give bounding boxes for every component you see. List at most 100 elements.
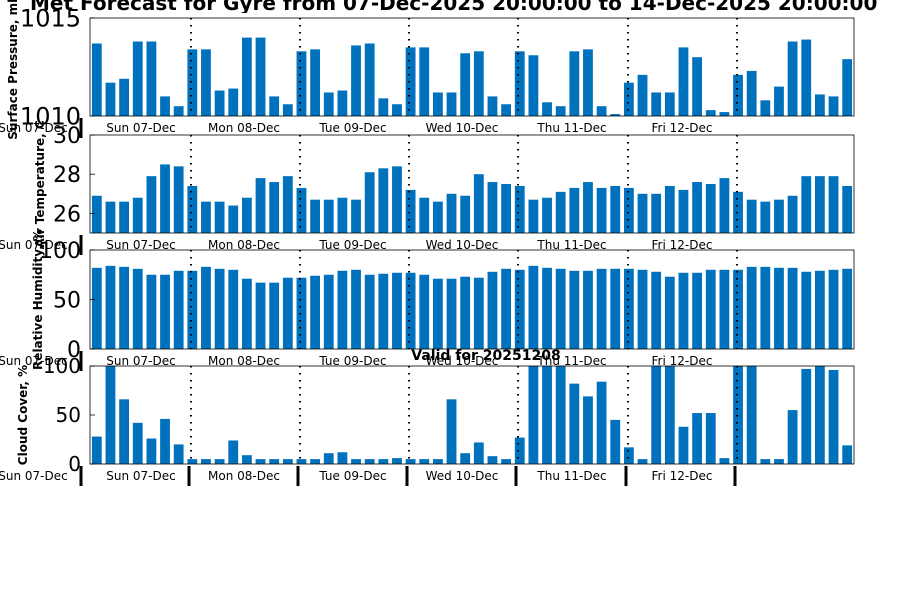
bar-p3-3: [119, 266, 130, 349]
bar-p1-19: [337, 90, 348, 116]
bar-p1-42: [651, 92, 662, 116]
x-day-label-p1-6: Fri 12-Dec: [652, 121, 713, 135]
bar-p4-22: [378, 459, 389, 464]
bar-p2-26: [432, 201, 443, 233]
y-tick-label-p4-2: 50: [56, 403, 81, 427]
bar-p2-48: [733, 191, 743, 233]
bar-p2-12: [241, 197, 252, 233]
y-tick-label-p3-1: 0: [67, 338, 81, 363]
bar-p4-50: [760, 459, 771, 464]
bar-p3-53: [801, 271, 812, 349]
bar-p1-6: [160, 96, 170, 116]
bar-p3-23: [392, 272, 402, 349]
y-tick-label-p2-1: 26: [53, 202, 81, 227]
bar-p3-34: [542, 267, 552, 349]
bar-p4-49: [746, 366, 757, 464]
bar-p3-37: [583, 270, 593, 349]
bar-p2-43: [664, 185, 675, 233]
bar-p2-42: [651, 193, 662, 233]
bar-p2-55: [828, 176, 839, 233]
bar-p3-5: [146, 274, 157, 349]
bar-p2-14: [269, 182, 280, 233]
bar-p3-24: [405, 272, 416, 349]
bar-p3-16: [296, 277, 307, 349]
bar-p1-28: [460, 53, 471, 116]
bar-p3-43: [664, 276, 675, 349]
bar-p3-1: [91, 267, 102, 349]
bar-p1-55: [828, 96, 839, 116]
x-day-label-p4-3: Tue 09-Dec: [318, 469, 386, 483]
bar-p1-5: [146, 41, 157, 116]
bar-p4-55: [828, 369, 839, 464]
x-corner-label-p4: Sun 07-Dec: [0, 469, 68, 483]
bar-p2-38: [596, 187, 607, 233]
bar-p4-43: [664, 366, 675, 464]
bar-p2-56: [842, 185, 853, 233]
bar-p4-7: [173, 444, 184, 464]
bar-p3-18: [323, 274, 334, 349]
bar-p2-5: [146, 176, 157, 233]
bar-p4-1: [91, 436, 102, 464]
bar-p1-41: [637, 74, 648, 116]
bar-p3-21: [364, 274, 375, 349]
bar-p3-50: [760, 266, 771, 349]
bar-p1-32: [514, 51, 525, 116]
x-day-label-p3-2: Mon 08-Dec: [208, 354, 280, 368]
bar-p3-55: [828, 269, 839, 349]
bar-p1-46: [705, 110, 716, 116]
bar-p1-40: [623, 82, 634, 116]
x-corner-label-p1: Sun 07-Dec: [0, 121, 68, 135]
bar-p3-42: [651, 271, 662, 349]
bar-p1-10: [214, 90, 225, 116]
bar-p1-50: [760, 100, 771, 116]
bar-p3-41: [637, 269, 648, 349]
y-axis-label-p1: Surface Pressure, mb: [6, 0, 20, 140]
bar-p2-49: [746, 199, 757, 233]
y-tick-label-p1-1: 1010: [20, 103, 81, 131]
y-tick-label-p3-2: 50: [53, 288, 81, 313]
y-tick-label-p1-2: 1015: [20, 5, 81, 33]
bar-p2-54: [814, 176, 825, 233]
bar-p1-35: [555, 106, 566, 116]
bar-p2-52: [787, 195, 798, 233]
bar-p2-2: [105, 201, 116, 233]
y-tick-label-p4-3: 100: [43, 354, 81, 378]
bar-p1-24: [405, 47, 416, 116]
bar-p2-44: [678, 189, 689, 233]
bar-p3-17: [310, 275, 321, 349]
bar-p4-36: [569, 383, 580, 464]
bar-p3-9: [201, 266, 211, 349]
bar-p2-18: [323, 199, 334, 233]
x-day-label-p2-4: Wed 10-Dec: [426, 238, 499, 252]
bar-p2-13: [255, 178, 266, 233]
bar-p3-48: [733, 269, 743, 349]
bar-p4-16: [296, 459, 307, 464]
bar-p2-22: [378, 168, 389, 233]
bar-p3-20: [351, 269, 361, 349]
bar-p2-40: [623, 187, 634, 233]
bar-p4-15: [282, 459, 293, 464]
y-tick-label-p2-2: 28: [53, 163, 81, 188]
bar-p3-40: [623, 268, 634, 349]
bar-p1-20: [351, 45, 361, 116]
x-day-label-p4-1: Sun 07-Dec: [106, 469, 175, 483]
bar-p3-13: [255, 282, 266, 349]
bar-p3-44: [678, 272, 689, 349]
bar-p2-23: [392, 166, 402, 233]
bar-p4-35: [555, 366, 566, 464]
bar-p3-12: [241, 278, 252, 349]
y-axis-label-p4: Cloud Cover, %: [16, 365, 30, 465]
bar-p4-19: [337, 452, 348, 464]
bar-p4-29: [473, 442, 484, 464]
x-day-label-p4-6: Fri 12-Dec: [652, 469, 713, 483]
bar-p4-24: [405, 459, 416, 464]
y-axis-label-p3: Relative Humidity, %: [31, 229, 45, 370]
bar-p2-34: [542, 197, 552, 233]
bar-p4-26: [432, 459, 443, 464]
bar-p1-3: [119, 78, 130, 116]
bar-p1-48: [733, 74, 743, 116]
bar-p4-28: [460, 453, 471, 464]
bar-p1-49: [746, 70, 757, 116]
bar-p4-34: [542, 366, 552, 464]
